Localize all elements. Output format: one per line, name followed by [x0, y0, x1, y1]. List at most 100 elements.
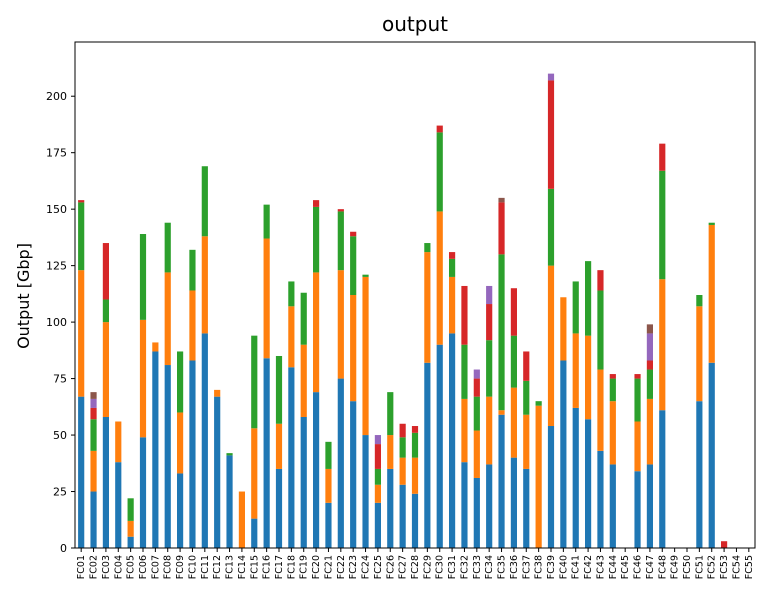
bar-segment-fc27-s1 — [399, 457, 406, 485]
bar-segment-fc12-s1 — [214, 389, 221, 397]
bar-segment-fc05-s1 — [127, 520, 134, 537]
bar-segment-fc43-s2 — [597, 290, 604, 370]
bar-segment-fc48-s3 — [659, 143, 666, 171]
x-tick-label-fc34: FC34 — [484, 555, 495, 579]
bar-segment-fc33-s3 — [473, 378, 480, 397]
x-tick-label-fc20: FC20 — [311, 555, 322, 579]
bar-segment-fc28-s0 — [411, 493, 419, 548]
bar-segment-fc32-s0 — [461, 462, 468, 548]
bar-segment-fc43-s3 — [597, 270, 604, 291]
bar-segment-fc11-s1 — [201, 236, 208, 334]
bar-segment-fc39-s3 — [547, 80, 555, 189]
x-tick-label-fc02: FC02 — [89, 555, 100, 579]
bar-segment-fc02-s0 — [90, 491, 97, 548]
bar-segment-fc02-s4 — [90, 398, 97, 408]
bar-segment-fc32-s2 — [461, 344, 468, 399]
bar-segment-fc24-s2 — [362, 274, 369, 277]
x-tick-label-fc38: FC38 — [534, 555, 545, 579]
bar-segment-fc32-s3 — [461, 285, 468, 345]
x-tick-label-fc39: FC39 — [546, 555, 557, 579]
x-tick-label-fc44: FC44 — [608, 555, 619, 579]
bar-segment-fc41-s2 — [572, 281, 579, 334]
bar-segment-fc34-s2 — [486, 340, 493, 397]
bar-segment-fc17-s0 — [275, 468, 283, 548]
bar-segment-fc27-s2 — [399, 437, 406, 458]
bar-segment-fc26-s0 — [387, 468, 394, 548]
bar-segment-fc17-s2 — [275, 355, 283, 424]
x-tick-label-fc18: FC18 — [286, 555, 297, 579]
bar-segment-fc16-s2 — [263, 204, 270, 239]
bar-segment-fc47-s4 — [646, 333, 653, 361]
x-tick-label-fc19: FC19 — [299, 555, 310, 579]
bar-segment-fc02-s1 — [90, 450, 97, 492]
bar-segment-fc34-s4 — [486, 285, 493, 305]
bar-segment-fc40-s0 — [560, 360, 567, 548]
bar-segment-fc25-s2 — [374, 468, 381, 485]
bar-segment-fc25-s1 — [374, 484, 381, 503]
x-tick-label-fc03: FC03 — [101, 555, 112, 579]
bar-segment-fc01-s1 — [78, 270, 85, 397]
plot-frame — [74, 41, 756, 549]
bar-segment-fc33-s4 — [473, 369, 480, 379]
bar-segment-fc12-s0 — [214, 396, 221, 548]
bar-segment-fc20-s2 — [313, 206, 320, 273]
bar-segment-fc31-s2 — [449, 258, 456, 277]
bar-segment-fc19-s1 — [300, 344, 307, 417]
bar-segment-fc46-s1 — [634, 421, 641, 472]
x-tick-label-fc52: FC52 — [707, 555, 718, 579]
bar-segment-fc41-s1 — [572, 333, 579, 408]
bar-segment-fc03-s0 — [102, 416, 109, 548]
bar-segment-fc39-s0 — [547, 426, 555, 548]
bar-segment-fc30-s1 — [436, 211, 443, 345]
bar-segment-fc07-s1 — [152, 342, 159, 352]
bar-segment-fc51-s2 — [696, 295, 703, 307]
bar-segment-fc01-s3 — [78, 200, 85, 203]
bar-segment-fc10-s2 — [189, 249, 196, 291]
x-tick-label-fc10: FC10 — [187, 555, 198, 579]
x-tick-label-fc48: FC48 — [657, 555, 668, 579]
bar-segment-fc25-s4 — [374, 435, 381, 445]
bar-segment-fc37-s2 — [523, 380, 530, 415]
bar-segment-fc29-s2 — [424, 243, 431, 253]
x-tick-label-fc47: FC47 — [645, 555, 656, 579]
bar-segment-fc39-s2 — [547, 188, 555, 266]
bar-segment-fc22-s1 — [337, 270, 344, 379]
bar-segment-fc48-s1 — [659, 279, 666, 411]
x-axis-ticks: FC01 FC02 FC03 FC04 FC05 FC06 FC07 FC08 FC09 FC10… — [76, 548, 755, 579]
bar-segment-fc37-s1 — [523, 414, 530, 469]
bar-segment-fc42-s1 — [585, 335, 592, 420]
bar-segment-fc36-s2 — [510, 335, 517, 388]
bar-segment-fc04-s1 — [115, 421, 122, 463]
bar-segment-fc27-s3 — [399, 423, 406, 438]
bar-segment-fc13-s2 — [226, 453, 233, 456]
x-tick-label-fc53: FC53 — [719, 555, 730, 579]
bar-segment-fc41-s0 — [572, 407, 579, 548]
y-tick-label: 75 — [53, 373, 67, 386]
x-tick-label-fc33: FC33 — [472, 555, 483, 579]
bar-segment-fc24-s0 — [362, 435, 369, 548]
bar-segment-fc21-s2 — [325, 441, 332, 469]
chart-title: output — [382, 12, 448, 36]
bar-segment-fc30-s0 — [436, 344, 443, 548]
x-tick-label-fc51: FC51 — [694, 555, 705, 579]
y-tick-label: 150 — [46, 203, 67, 216]
bar-segment-fc17-s1 — [275, 423, 283, 469]
bar-segment-fc15-s2 — [251, 335, 258, 429]
x-tick-label-fc35: FC35 — [497, 555, 508, 579]
x-tick-label-fc43: FC43 — [595, 555, 606, 579]
x-tick-label-fc46: FC46 — [633, 555, 644, 579]
x-tick-label-fc31: FC31 — [447, 555, 458, 579]
x-tick-label-fc08: FC08 — [163, 555, 174, 579]
y-tick-label: 50 — [53, 429, 67, 442]
bar-segment-fc36-s1 — [510, 387, 517, 458]
x-tick-label-fc29: FC29 — [422, 555, 433, 579]
x-tick-label-fc24: FC24 — [361, 555, 372, 579]
x-tick-label-fc41: FC41 — [571, 555, 582, 579]
bar-segment-fc23-s2 — [350, 236, 357, 295]
bar-segment-fc38-s2 — [535, 401, 542, 406]
bar-segment-fc22-s2 — [337, 211, 344, 271]
bar-segment-fc09-s2 — [177, 351, 184, 413]
bar-segment-fc23-s0 — [350, 401, 357, 548]
bar-segment-fc23-s1 — [350, 295, 357, 402]
bar-segment-fc36-s0 — [510, 457, 517, 548]
